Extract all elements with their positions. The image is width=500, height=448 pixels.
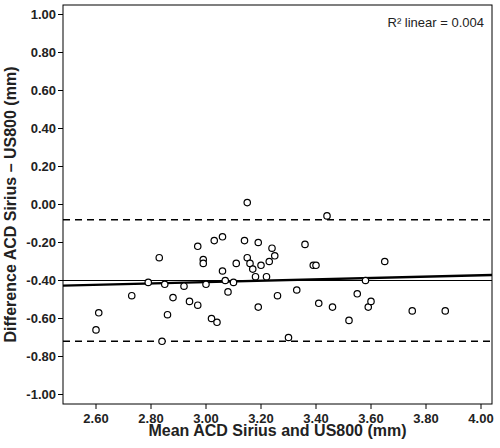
- data-point: [316, 300, 322, 306]
- x-tick-label: 3.80: [413, 411, 438, 426]
- y-tick-label: -0.80: [26, 349, 56, 364]
- x-tick-label: 2.60: [83, 411, 108, 426]
- data-point: [159, 338, 165, 344]
- data-point: [96, 310, 102, 316]
- data-point: [442, 308, 448, 314]
- y-tick: [58, 14, 63, 15]
- data-point: [225, 289, 231, 295]
- data-point: [258, 262, 264, 268]
- data-point: [170, 294, 176, 300]
- data-point: [145, 279, 151, 285]
- data-point: [156, 255, 162, 261]
- data-point: [162, 281, 168, 287]
- plot-area: [63, 199, 492, 344]
- y-tick-label: 0.00: [31, 197, 56, 212]
- data-point: [252, 274, 258, 280]
- y-tick-label: -0.60: [26, 311, 56, 326]
- y-tick: [58, 318, 63, 319]
- y-tick: [58, 280, 63, 281]
- data-point: [409, 308, 415, 314]
- y-tick: [58, 128, 63, 129]
- y-tick: [58, 356, 63, 357]
- x-tick: [371, 404, 372, 409]
- x-tick: [481, 404, 482, 409]
- y-tick-label: 0.40: [31, 121, 56, 136]
- data-point: [250, 266, 256, 272]
- data-point: [302, 241, 308, 247]
- y-tick-label: -1.00: [26, 387, 56, 402]
- data-point: [285, 334, 291, 340]
- data-point: [294, 287, 300, 293]
- data-point: [203, 281, 209, 287]
- plot-frame: [63, 5, 492, 404]
- data-point: [211, 237, 217, 243]
- y-tick-label: -0.20: [26, 235, 56, 250]
- data-point: [222, 277, 228, 283]
- x-tick: [316, 404, 317, 409]
- data-point: [368, 298, 374, 304]
- chart: 2.602.803.003.203.403.603.804.001.000.80…: [0, 0, 500, 448]
- data-point: [255, 239, 261, 245]
- y-tick-label: 0.20: [31, 159, 56, 174]
- data-point: [382, 258, 388, 264]
- data-point: [346, 317, 352, 323]
- data-point: [272, 253, 278, 259]
- x-tick: [96, 404, 97, 409]
- data-point: [164, 312, 170, 318]
- limit-of-agreement: [63, 219, 492, 221]
- data-point: [195, 302, 201, 308]
- y-tick: [58, 204, 63, 205]
- x-tick: [206, 404, 207, 409]
- data-point: [195, 243, 201, 249]
- data-point: [313, 262, 319, 268]
- data-point: [219, 268, 225, 274]
- x-tick-label: 4.00: [468, 411, 493, 426]
- data-point: [266, 258, 272, 264]
- data-point: [324, 213, 330, 219]
- y-tick-label: -0.40: [26, 273, 56, 288]
- y-tick: [58, 52, 63, 53]
- data-point: [214, 319, 220, 325]
- y-tick: [58, 394, 63, 395]
- y-tick-label: 1.00: [31, 7, 56, 22]
- data-point: [219, 234, 225, 240]
- data-point: [244, 199, 250, 205]
- data-point: [255, 304, 261, 310]
- limit-of-agreement: [63, 340, 492, 342]
- y-tick-label: 0.80: [31, 45, 56, 60]
- y-tick: [58, 242, 63, 243]
- data-point: [241, 237, 247, 243]
- x-axis-title: Mean ACD Sirius and US800 (mm): [148, 422, 406, 439]
- y-axis-title: Difference ACD Sirius – US800 (mm): [2, 67, 19, 343]
- data-point: [354, 291, 360, 297]
- annotation: R² linear = 0.004: [388, 15, 484, 30]
- data-point: [129, 293, 135, 299]
- x-tick: [261, 404, 262, 409]
- data-point: [263, 274, 269, 280]
- y-tick: [58, 90, 63, 91]
- data-point: [274, 293, 280, 299]
- data-point: [269, 245, 275, 251]
- data-point: [329, 304, 335, 310]
- data-point: [233, 260, 239, 266]
- data-point: [362, 277, 368, 283]
- data-point: [181, 283, 187, 289]
- data-point: [186, 298, 192, 304]
- x-tick: [151, 404, 152, 409]
- y-tick: [58, 166, 63, 167]
- data-point: [200, 260, 206, 266]
- data-point: [230, 279, 236, 285]
- fit-line: [63, 275, 492, 286]
- y-tick-label: 0.60: [31, 83, 56, 98]
- data-point: [93, 327, 99, 333]
- x-tick: [426, 404, 427, 409]
